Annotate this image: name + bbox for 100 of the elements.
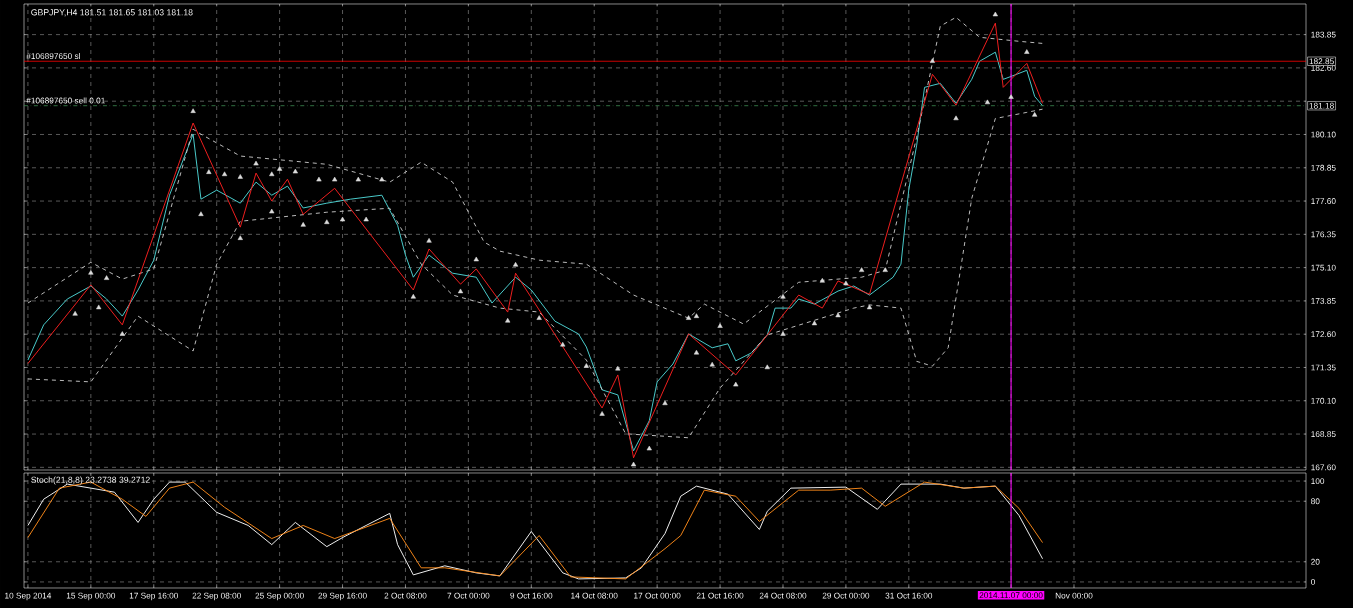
point xyxy=(324,219,330,224)
y-tick-label: 173.85 xyxy=(1311,297,1336,304)
text: GBPJPY,H4 181.51 181.65 181.03 181.18 xyxy=(31,9,193,17)
point xyxy=(237,174,243,179)
point xyxy=(88,270,94,275)
x-tick-label: 2014.11.07 00:00 xyxy=(979,592,1043,599)
point xyxy=(662,400,668,406)
y-tick-label: 20 xyxy=(1311,558,1320,565)
x-tick-label: 31 Oct 16:00 xyxy=(885,592,933,599)
x-tick-label: 7 Oct 00:00 xyxy=(447,592,490,599)
point xyxy=(190,108,196,113)
ref-line-label: #106897650 sl xyxy=(26,52,80,59)
point xyxy=(709,361,715,367)
y-tick-label: 0 xyxy=(1311,579,1315,585)
point xyxy=(780,293,786,299)
point xyxy=(269,171,275,177)
point xyxy=(693,349,700,355)
point xyxy=(473,256,479,262)
point xyxy=(882,267,888,272)
point xyxy=(992,11,998,17)
y-tick-label: 168.85 xyxy=(1311,431,1336,437)
point xyxy=(457,288,464,294)
x-tick-label: 17 Sep 16:00 xyxy=(129,592,179,601)
point xyxy=(253,160,259,166)
line-series xyxy=(27,16,1043,325)
point xyxy=(859,267,865,272)
y-tick-label: 171.35 xyxy=(1311,364,1336,371)
point xyxy=(292,168,298,174)
x-tick-label: 17 Oct 00:00 xyxy=(634,592,681,599)
point xyxy=(536,315,542,320)
y-tick-label: 182.60 xyxy=(1311,64,1336,71)
point xyxy=(277,166,283,171)
point xyxy=(379,176,385,182)
point xyxy=(316,176,322,182)
point xyxy=(119,331,125,336)
x-tick-label: 10 Sep 2014 xyxy=(5,592,52,601)
point xyxy=(72,311,78,316)
point xyxy=(811,320,818,326)
point xyxy=(505,317,511,323)
x-tick-label: 25 Sep 00:00 xyxy=(255,592,304,601)
point xyxy=(363,216,369,222)
point xyxy=(1032,112,1038,117)
point xyxy=(300,222,306,227)
point xyxy=(866,304,873,310)
point xyxy=(512,262,519,267)
point xyxy=(686,315,692,320)
point xyxy=(332,176,338,182)
point xyxy=(733,381,739,387)
y-tick-label: 180.10 xyxy=(1311,131,1336,138)
point xyxy=(198,211,204,216)
point xyxy=(426,238,432,243)
x-tick-label: 9 Oct 16:00 xyxy=(510,592,553,599)
x-tick-label: Nov 00:00 xyxy=(1055,592,1093,599)
point xyxy=(984,99,991,105)
x-tick-label: 22 Sep 08:00 xyxy=(192,592,241,601)
point xyxy=(819,278,825,283)
annotation: 182.85 xyxy=(1309,58,1334,65)
point xyxy=(630,461,637,467)
point xyxy=(410,293,416,299)
x-tick-label: 29 Sep 16:00 xyxy=(318,592,367,601)
point xyxy=(96,304,102,310)
y-tick-label: 170.10 xyxy=(1311,397,1336,404)
x-tick-label: 14 Oct 08:00 xyxy=(571,592,618,599)
point xyxy=(237,235,243,240)
chart-title: Stoch(21,8,8) 23.2738 39.2712 xyxy=(31,476,150,485)
ref-line-label: #106897650 sell 0.01 xyxy=(26,97,105,104)
point xyxy=(615,365,621,371)
x-tick-label: 2 Oct 08:00 xyxy=(384,592,427,599)
point xyxy=(1024,49,1030,54)
point xyxy=(1008,94,1014,99)
annotation: 181.18 xyxy=(1309,102,1334,109)
point xyxy=(764,364,770,370)
point xyxy=(560,341,566,347)
x-tick-label: 24 Oct 08:00 xyxy=(759,592,807,599)
point xyxy=(355,176,361,182)
point xyxy=(221,171,228,177)
point xyxy=(929,58,935,63)
point xyxy=(953,115,959,121)
point xyxy=(583,363,589,368)
point xyxy=(646,445,652,451)
point xyxy=(693,313,700,318)
point xyxy=(835,312,841,318)
x-tick-label: 29 Oct 00:00 xyxy=(822,592,870,599)
x-tick-label: 21 Oct 16:00 xyxy=(696,592,744,599)
point xyxy=(269,208,275,214)
x-tick-label: 15 Sep 00:00 xyxy=(66,592,116,601)
y-tick-label: 167.60 xyxy=(1311,464,1336,471)
y-tick-label: 80 xyxy=(1311,498,1320,505)
y-tick-label: 175.10 xyxy=(1311,264,1336,271)
point xyxy=(206,169,212,174)
y-tick-label: 172.60 xyxy=(1311,331,1336,338)
point xyxy=(104,275,110,280)
y-tick-label: 177.60 xyxy=(1311,198,1336,204)
y-tick-label: 176.35 xyxy=(1311,231,1336,238)
line-series xyxy=(27,108,1043,439)
y-tick-label: 100 xyxy=(1311,478,1325,484)
point xyxy=(599,411,605,416)
point xyxy=(843,280,849,286)
point xyxy=(717,323,723,328)
y-tick-label: 178.85 xyxy=(1311,164,1336,171)
